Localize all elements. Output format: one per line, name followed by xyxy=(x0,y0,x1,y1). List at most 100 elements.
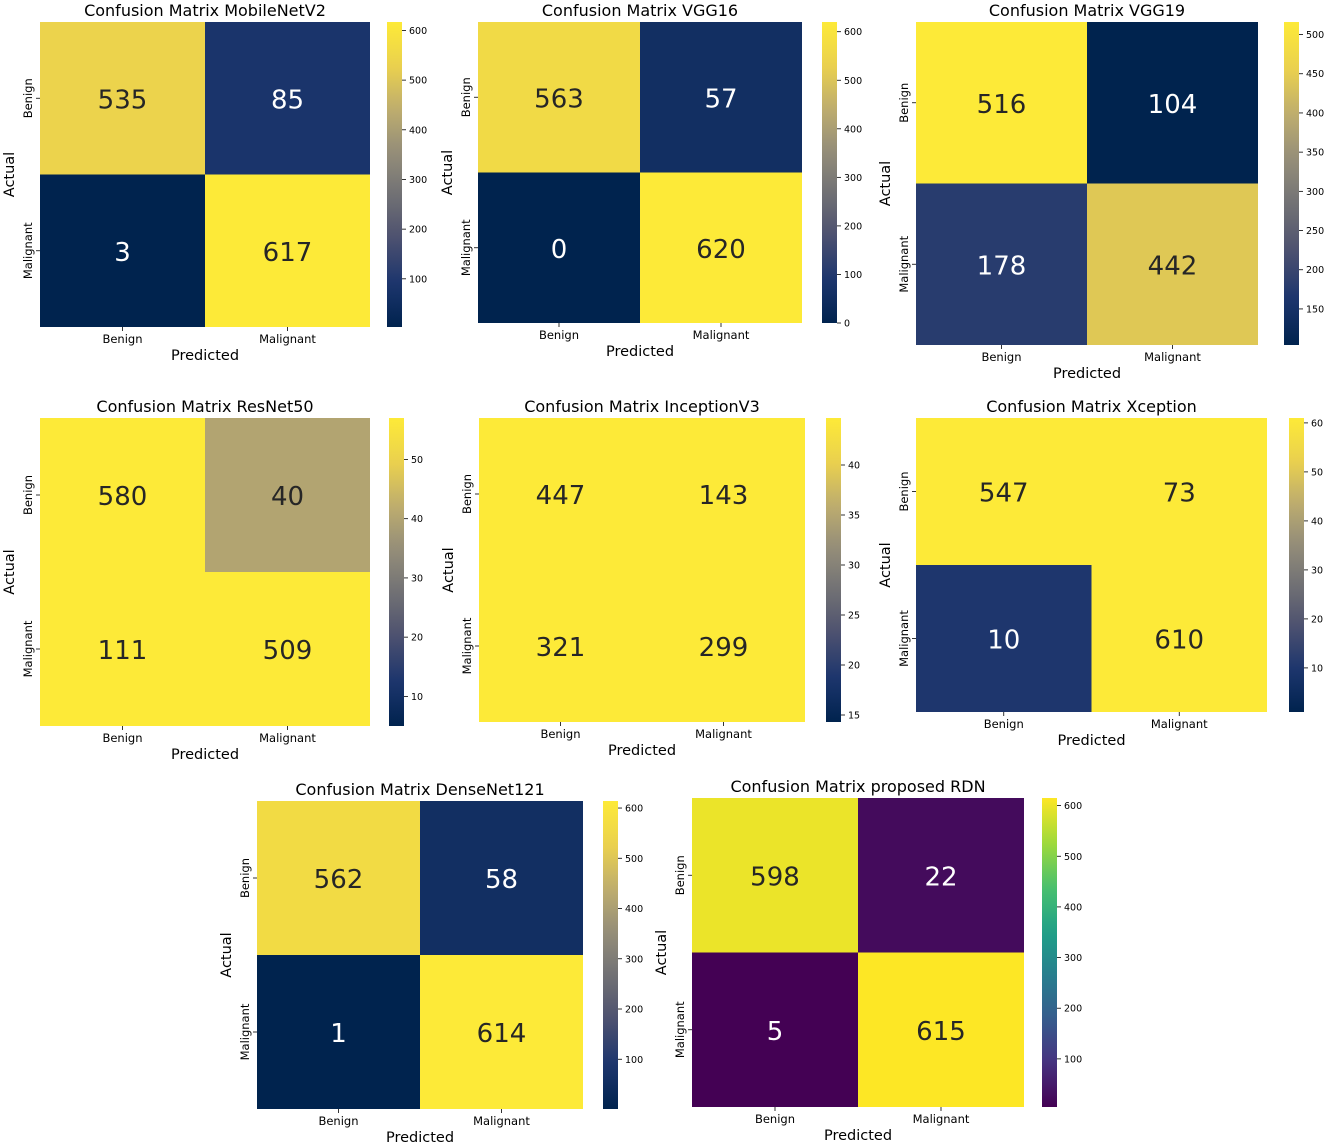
cell-value-label: 447 xyxy=(536,481,586,511)
y-tick-label: Benign xyxy=(897,471,911,511)
cell-value-label: 299 xyxy=(699,633,749,663)
x-tick-label: Malignant xyxy=(259,332,316,346)
cell-value-label: 598 xyxy=(750,862,800,892)
colorbar-tick-label: 150 xyxy=(1306,304,1324,315)
colorbar-tick-label: 600 xyxy=(625,804,643,815)
colorbar xyxy=(603,801,618,1109)
colorbar-tick-label: 100 xyxy=(844,270,862,281)
cell-value-label: 85 xyxy=(271,85,304,115)
colorbar-tick-label: 30 xyxy=(1311,565,1323,576)
colorbar-tick-label: 200 xyxy=(409,225,427,236)
colorbar-tick-label: 300 xyxy=(1064,953,1082,964)
colorbar-tick-label: 450 xyxy=(1306,69,1324,80)
x-axis-label: Predicted xyxy=(1053,366,1121,382)
x-tick-label: Malignant xyxy=(913,1112,970,1126)
cell-value-label: 178 xyxy=(977,251,1027,281)
x-tick-label: Malignant xyxy=(473,1114,530,1128)
y-tick-label: Benign xyxy=(238,858,252,898)
heatmap-cell xyxy=(692,952,858,1107)
colorbar-tick-label: 10 xyxy=(1311,663,1323,674)
cell-value-label: 620 xyxy=(696,235,746,265)
heatmap-cell xyxy=(1087,22,1258,184)
colorbar-tick-label: 500 xyxy=(1306,30,1324,41)
y-tick-label: Malignant xyxy=(21,620,35,677)
chart-title: Confusion Matrix proposed RDN xyxy=(730,777,985,796)
cell-value-label: 516 xyxy=(977,90,1027,120)
cell-value-label: 104 xyxy=(1148,90,1198,120)
cell-value-label: 442 xyxy=(1148,251,1198,281)
colorbar-tick-label: 0 xyxy=(844,319,850,330)
heatmap-cell xyxy=(40,418,205,572)
x-tick-label: Benign xyxy=(102,332,142,346)
heatmap-cell xyxy=(40,572,205,726)
x-tick-label: Malignant xyxy=(259,731,316,745)
chart-title: Confusion Matrix VGG19 xyxy=(989,1,1185,20)
y-axis-label: Actual xyxy=(878,161,894,206)
colorbar-tick-label: 50 xyxy=(411,455,423,466)
colorbar-tick-label: 30 xyxy=(848,561,860,572)
heatmap-cell xyxy=(257,801,420,955)
colorbar-tick-label: 20 xyxy=(848,661,860,672)
x-tick-label: Malignant xyxy=(1144,350,1201,364)
heatmap-panel: 547 73 10 610 Confusion Matrix Xception Benig… xyxy=(878,397,1323,749)
heatmap-cell xyxy=(479,418,642,570)
colorbar-tick-label: 25 xyxy=(848,611,860,622)
chart-title: Confusion Matrix MobileNetV2 xyxy=(84,1,326,20)
colorbar-tick-label: 20 xyxy=(1311,614,1323,625)
colorbar-tick-label: 300 xyxy=(1306,187,1324,198)
x-axis-label: Predicted xyxy=(1057,733,1125,749)
heatmap-cell xyxy=(858,952,1024,1107)
colorbar-tick-label: 600 xyxy=(409,26,427,37)
heatmap-cell xyxy=(205,22,370,175)
x-tick-label: Malignant xyxy=(695,727,752,741)
colorbar-tick-label: 200 xyxy=(625,1005,643,1016)
heatmap-cell xyxy=(916,22,1087,184)
y-tick-label: Malignant xyxy=(897,235,911,292)
y-tick-label: Malignant xyxy=(460,617,474,674)
colorbar-tick-label: 500 xyxy=(1064,852,1082,863)
cell-value-label: 22 xyxy=(924,862,957,892)
heatmap-cell xyxy=(916,565,1092,712)
cell-value-label: 562 xyxy=(314,865,364,895)
cell-value-label: 509 xyxy=(263,636,313,666)
x-tick-label: Benign xyxy=(102,731,142,745)
colorbar xyxy=(1042,798,1057,1107)
colorbar xyxy=(1284,22,1299,345)
colorbar xyxy=(387,22,402,327)
colorbar-tick-label: 40 xyxy=(411,514,423,525)
colorbar-tick-label: 100 xyxy=(409,274,427,285)
heatmap-cell xyxy=(640,172,802,323)
colorbar-tick-label: 600 xyxy=(844,27,862,38)
cell-value-label: 321 xyxy=(536,633,586,663)
x-tick-label: Benign xyxy=(981,350,1021,364)
y-tick-label: Benign xyxy=(673,855,687,895)
chart-title: Confusion Matrix VGG16 xyxy=(542,1,738,20)
colorbar-tick-label: 400 xyxy=(1064,902,1082,913)
y-axis-label: Actual xyxy=(441,547,457,592)
colorbar-tick-label: 10 xyxy=(411,692,423,703)
heatmap-cell xyxy=(205,418,370,572)
y-axis-label: Actual xyxy=(440,150,456,195)
heatmap-cell xyxy=(40,174,205,327)
x-tick-label: Benign xyxy=(539,328,579,342)
y-tick-label: Benign xyxy=(21,78,35,118)
heatmap-cell xyxy=(916,418,1092,565)
heatmap-panel: 563 57 0 620 Confusion Matrix VGG16 Benign Mal… xyxy=(440,1,862,360)
cell-value-label: 580 xyxy=(98,482,148,512)
y-axis-label: Actual xyxy=(2,152,18,197)
cell-value-label: 40 xyxy=(271,482,304,512)
x-axis-label: Predicted xyxy=(171,348,239,364)
cell-value-label: 143 xyxy=(699,481,749,511)
colorbar-tick-label: 200 xyxy=(1064,1004,1082,1015)
colorbar-tick-label: 30 xyxy=(411,573,423,584)
heatmap-cell xyxy=(640,22,802,173)
cell-value-label: 617 xyxy=(263,238,313,268)
heatmap-cell xyxy=(420,955,583,1109)
colorbar-tick-label: 100 xyxy=(625,1055,643,1066)
heatmap-panel: 447 143 321 299 Confusion Matrix InceptionV3… xyxy=(441,397,860,759)
cell-value-label: 547 xyxy=(979,479,1029,509)
cell-value-label: 610 xyxy=(1154,626,1204,656)
heatmap-cell xyxy=(1091,418,1267,565)
cell-value-label: 73 xyxy=(1163,479,1196,509)
x-axis-label: Predicted xyxy=(386,1130,454,1146)
